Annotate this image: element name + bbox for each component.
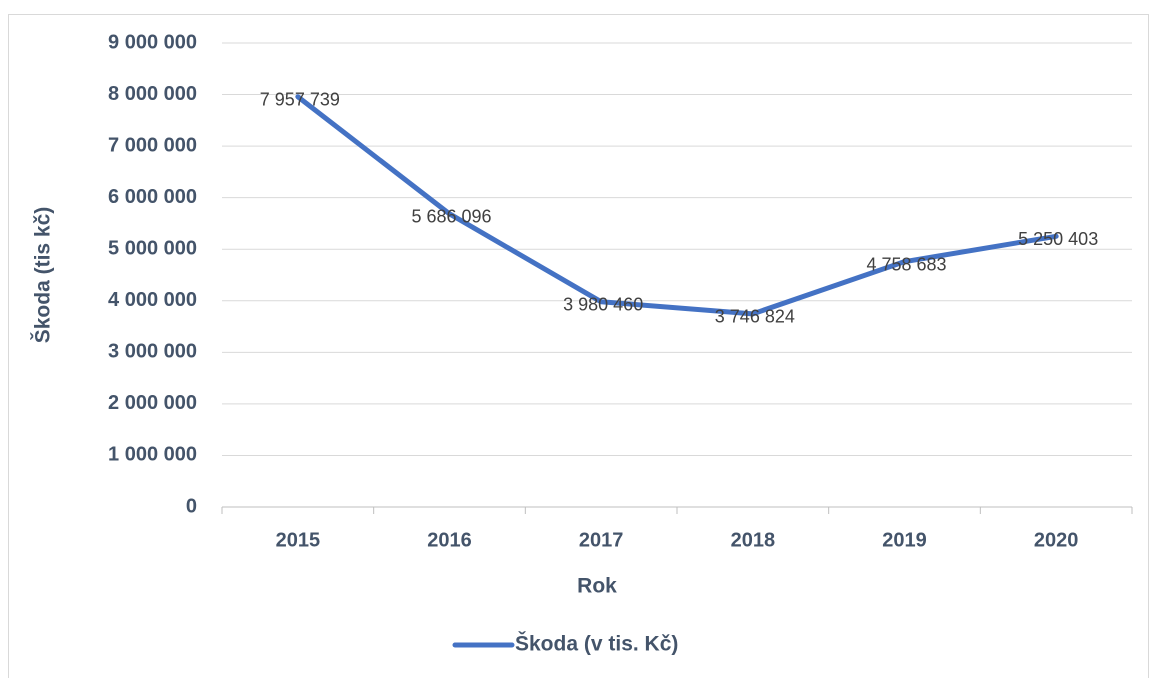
y-tick-label: 4 000 000 <box>108 289 197 311</box>
y-tick-label: 8 000 000 <box>108 83 197 105</box>
data-label: 7 957 739 <box>260 89 340 109</box>
data-label: 5 686 096 <box>411 207 491 227</box>
y-tick-label: 7 000 000 <box>108 134 197 156</box>
legend-label: Škoda (v tis. Kč) <box>515 632 678 656</box>
x-tick-label: 2016 <box>427 529 472 551</box>
data-label: 5 250 403 <box>1018 229 1098 249</box>
y-tick-label: 5 000 000 <box>108 238 197 260</box>
x-axis-title: Rok <box>577 575 617 598</box>
x-tick-label: 2015 <box>276 529 321 551</box>
x-tick-label: 2020 <box>1034 529 1079 551</box>
x-tick-label: 2019 <box>882 529 927 551</box>
data-label: 3 980 460 <box>563 295 643 315</box>
data-label: 4 758 683 <box>866 254 946 274</box>
x-tick-label: 2018 <box>731 529 776 551</box>
line-series <box>295 94 1059 317</box>
y-axis-title: Škoda (tis kč) <box>31 207 55 344</box>
y-tick-label: 2 000 000 <box>108 392 197 414</box>
y-tick-label: 3 000 000 <box>108 341 197 363</box>
y-tick-label: 0 <box>186 495 197 517</box>
y-tick-label: 1 000 000 <box>108 444 197 466</box>
data-label: 3 746 824 <box>715 307 795 327</box>
x-tick-label: 2017 <box>579 529 624 551</box>
y-tick-label: 6 000 000 <box>108 186 197 208</box>
y-tick-label: 9 000 000 <box>108 31 197 53</box>
